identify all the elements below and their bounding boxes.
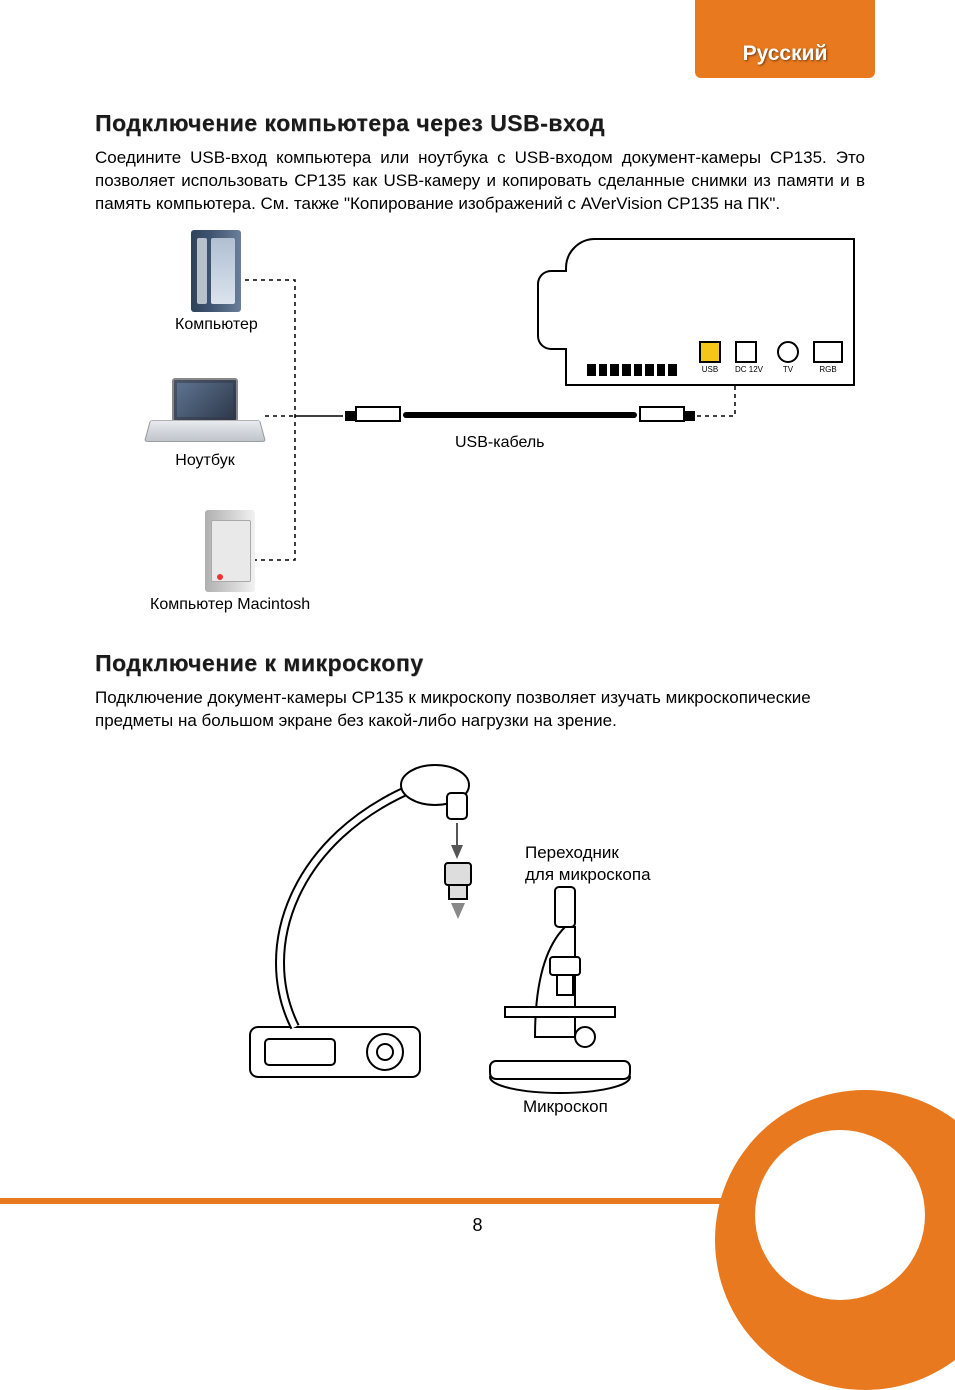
device-mac-label: Компьютер Macintosh: [150, 596, 310, 614]
usb-plug-right-icon: [639, 406, 685, 422]
mac-tower-icon: [205, 510, 255, 592]
device-mac: Компьютер Macintosh: [150, 510, 310, 614]
corner-logo-icon: [715, 1090, 955, 1390]
usb-plug-left-icon: [355, 406, 401, 422]
usb-connection-diagram: Компьютер Ноутбук Компьютер Macintosh US…: [95, 230, 855, 650]
section2-heading: Подключение к микроскопу: [95, 650, 865, 677]
microscope-diagram-svg: [95, 747, 855, 1127]
port-rgb: RGB: [813, 341, 843, 374]
device-laptop: Ноутбук: [150, 378, 260, 470]
adapter-label-line2: для микроскопа: [525, 865, 651, 885]
microscope-diagram: Переходник для микроскопа Микроскоп: [95, 747, 855, 1127]
language-tab: Русский: [695, 0, 875, 78]
port-tv: TV: [777, 341, 799, 374]
port-dc: DC 12V: [735, 341, 763, 374]
document-camera-body: USB DC 12V TV RGB: [565, 238, 855, 386]
section1-heading: Подключение компьютера через USB-вход: [95, 110, 865, 137]
device-pc-label: Компьютер: [175, 316, 258, 334]
microscope-label: Микроскоп: [523, 1097, 608, 1117]
device-laptop-label: Ноутбук: [150, 452, 260, 470]
adapter-label-line1: Переходник: [525, 843, 619, 863]
pc-tower-icon: [191, 230, 241, 312]
laptop-icon: [150, 378, 260, 448]
device-pc: Компьютер: [175, 230, 258, 334]
section2-paragraph: Подключение документ-камеры CP135 к микр…: [95, 687, 865, 733]
usb-cable: [355, 406, 685, 426]
usb-cable-label: USB-кабель: [455, 434, 545, 452]
section1-paragraph: Соедините USB-вход компьютера или ноутбу…: [95, 147, 865, 216]
language-label: Русский: [743, 42, 828, 66]
page-content: Подключение компьютера через USB-вход Со…: [95, 110, 865, 1127]
port-usb: USB: [699, 341, 721, 374]
